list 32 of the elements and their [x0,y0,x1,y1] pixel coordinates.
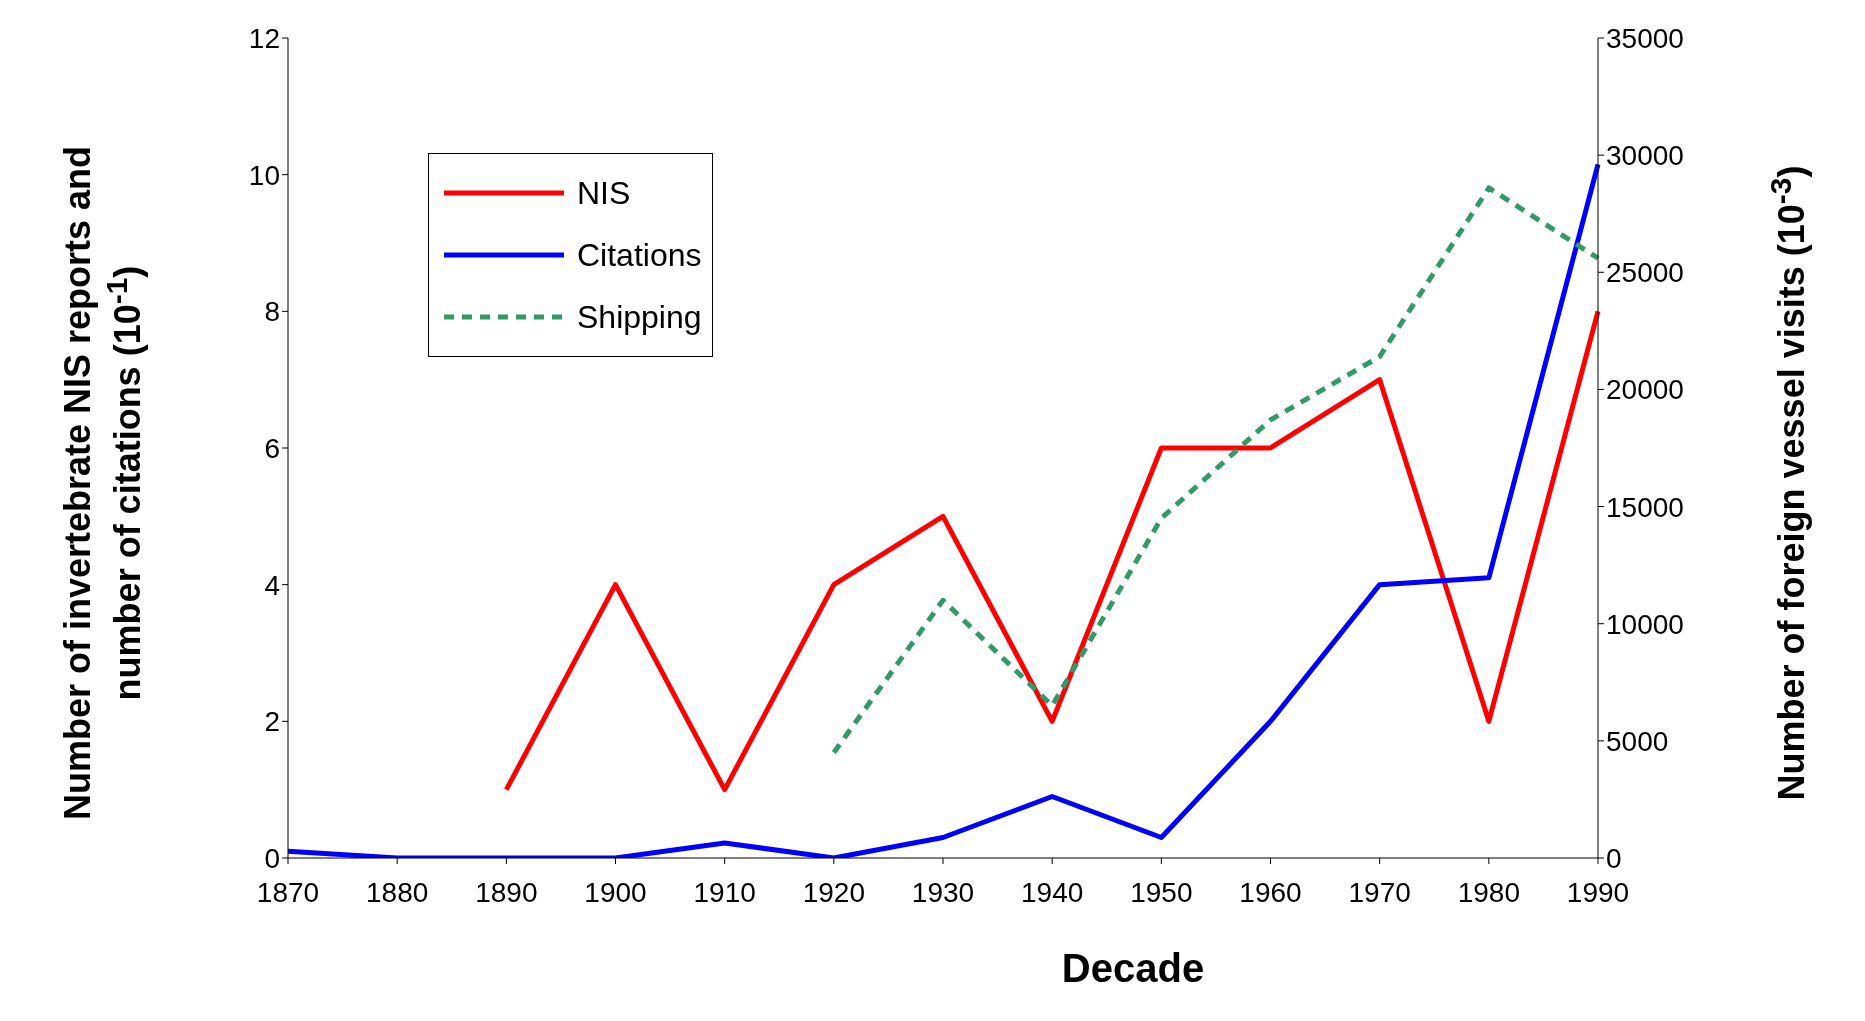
y-tick-label: 0 [264,842,280,874]
y-tick-label: 4 [264,569,280,601]
y2-tick-label: 30000 [1606,140,1684,172]
x-tick-label: 1900 [584,876,647,908]
x-tick-label: 1930 [911,876,975,908]
y2-tick-label: 25000 [1606,257,1684,289]
x-tick-label: 1920 [802,876,865,908]
x-tick-label: 1970 [1348,876,1411,908]
y2-tick-label: 15000 [1606,491,1684,523]
y-tick-label: 10 [248,159,280,191]
x-tick-label: 1890 [475,876,538,908]
y2-tick-label: 10000 [1606,608,1684,640]
x-tick-label: 1980 [1457,876,1520,908]
y-tick-label: 2 [264,706,280,738]
x-tick-label: 1870 [256,876,320,908]
x-tick-label: 1950 [1130,876,1193,908]
y2-tick-label: 5000 [1606,725,1669,757]
x-tick-label: 1940 [1021,876,1084,908]
x-tick-label: 1960 [1239,876,1302,908]
y-tick-label: 6 [264,432,280,464]
y-tick-label: 12 [248,22,280,54]
x-tick-label: 1880 [366,876,429,908]
legend-label: NIS [577,174,631,212]
y-tick-label: 8 [264,296,280,328]
x-tick-label: 1990 [1566,876,1630,908]
y2-tick-label: 20000 [1606,374,1684,406]
legend-label: Citations [577,236,702,274]
y2-tick-label: 35000 [1606,22,1684,54]
x-tick-label: 1910 [693,876,756,908]
x-axis-title: Decade [1060,946,1206,991]
legend-label: Shipping [577,298,702,336]
y2-tick-label: 0 [1606,842,1622,874]
